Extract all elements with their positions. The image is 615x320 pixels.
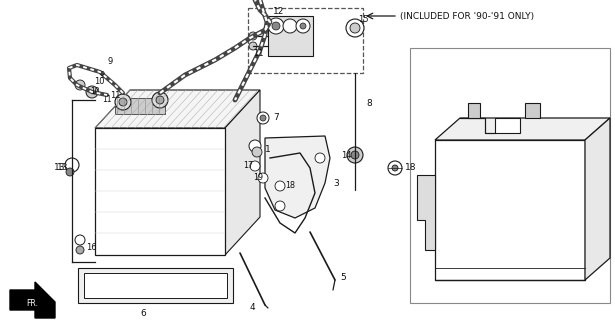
- Circle shape: [250, 161, 260, 171]
- Text: 13: 13: [54, 164, 66, 172]
- Circle shape: [86, 86, 98, 98]
- Polygon shape: [417, 175, 435, 250]
- Circle shape: [275, 181, 285, 191]
- Polygon shape: [95, 90, 260, 128]
- Circle shape: [249, 32, 257, 40]
- Bar: [268, 16, 313, 56]
- Circle shape: [275, 201, 285, 211]
- Circle shape: [351, 151, 359, 159]
- Text: 7: 7: [273, 114, 279, 123]
- Text: 4: 4: [250, 303, 256, 313]
- Bar: [95, 128, 225, 255]
- Circle shape: [283, 19, 297, 33]
- Text: 9: 9: [107, 58, 113, 67]
- Polygon shape: [585, 118, 610, 280]
- Text: 10: 10: [94, 77, 105, 86]
- Circle shape: [300, 23, 306, 29]
- Text: 6: 6: [140, 308, 146, 317]
- Circle shape: [350, 23, 360, 33]
- Circle shape: [272, 22, 280, 30]
- Circle shape: [392, 165, 398, 171]
- Circle shape: [346, 19, 364, 37]
- Polygon shape: [525, 103, 540, 118]
- Circle shape: [75, 80, 85, 90]
- Polygon shape: [10, 282, 55, 318]
- Polygon shape: [468, 103, 480, 118]
- Text: 18: 18: [405, 164, 416, 172]
- Bar: [410, 48, 610, 303]
- Circle shape: [76, 246, 84, 254]
- Text: 18: 18: [285, 181, 295, 190]
- Polygon shape: [435, 140, 585, 280]
- Circle shape: [65, 158, 79, 172]
- Circle shape: [268, 18, 284, 34]
- Text: 12: 12: [273, 7, 284, 17]
- Circle shape: [115, 94, 131, 110]
- Text: 11: 11: [253, 49, 263, 58]
- Text: 14: 14: [341, 150, 352, 159]
- Bar: [115, 98, 165, 114]
- Circle shape: [296, 19, 310, 33]
- Polygon shape: [460, 118, 520, 133]
- Text: 5: 5: [340, 274, 346, 283]
- Circle shape: [257, 112, 269, 124]
- Text: 8: 8: [366, 99, 371, 108]
- Text: 11: 11: [110, 91, 121, 100]
- Text: FR.: FR.: [26, 300, 38, 308]
- Polygon shape: [435, 118, 610, 140]
- Text: 15: 15: [358, 15, 368, 25]
- Circle shape: [347, 147, 363, 163]
- Circle shape: [249, 42, 257, 50]
- Text: 17: 17: [243, 162, 253, 171]
- Polygon shape: [265, 136, 330, 218]
- Circle shape: [156, 96, 164, 104]
- Text: 10: 10: [90, 87, 100, 97]
- Text: 16: 16: [86, 244, 97, 252]
- Circle shape: [315, 153, 325, 163]
- Text: 3: 3: [333, 179, 339, 188]
- Circle shape: [249, 140, 261, 152]
- Circle shape: [258, 173, 268, 183]
- Text: (INCLUDED FOR '90-'91 ONLY): (INCLUDED FOR '90-'91 ONLY): [400, 12, 534, 20]
- Text: 19: 19: [253, 173, 263, 182]
- Bar: [78, 268, 233, 303]
- Bar: [84, 273, 227, 298]
- Circle shape: [260, 115, 266, 121]
- Text: 11: 11: [102, 95, 111, 105]
- Circle shape: [388, 161, 402, 175]
- Circle shape: [252, 147, 262, 157]
- Text: 13: 13: [57, 164, 68, 172]
- Text: 9: 9: [100, 70, 105, 79]
- Circle shape: [152, 92, 168, 108]
- Circle shape: [66, 168, 74, 176]
- Circle shape: [119, 98, 127, 106]
- Polygon shape: [225, 90, 260, 255]
- Text: 1: 1: [265, 146, 271, 155]
- Circle shape: [75, 235, 85, 245]
- Bar: [248, 8, 363, 73]
